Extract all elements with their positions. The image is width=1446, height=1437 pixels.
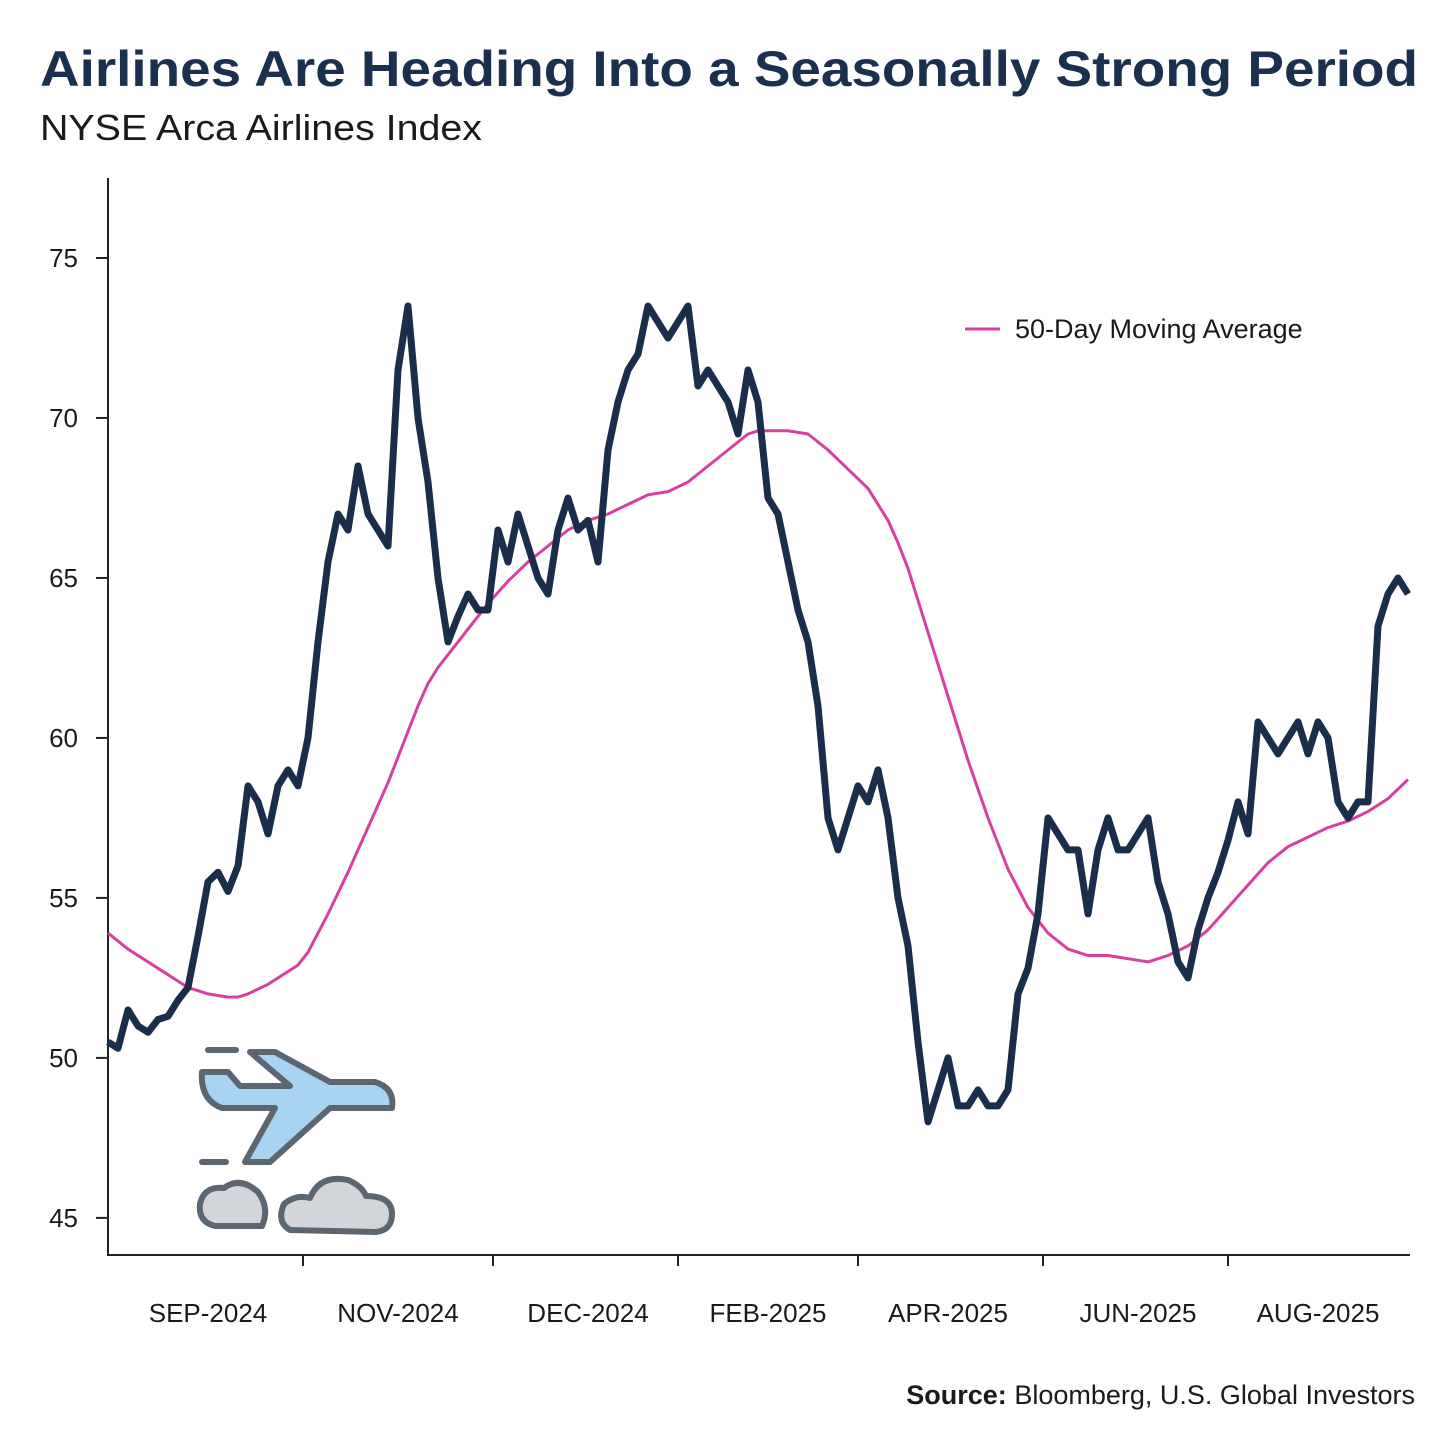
chart-title: Airlines Are Heading Into a Seasonally S…: [40, 41, 1418, 97]
x-tick-label: FEB-2025: [709, 1298, 826, 1328]
y-tick-label: 75: [49, 243, 78, 273]
y-tick-label: 45: [49, 1203, 78, 1233]
source-text: Bloomberg, U.S. Global Investors: [1014, 1380, 1415, 1410]
source-label: Source:: [906, 1380, 1007, 1410]
index-line: [106, 302, 1411, 1126]
y-tick-label: 50: [49, 1043, 78, 1073]
x-tick-label: APR-2025: [888, 1298, 1008, 1328]
chart-subtitle: NYSE Arca Airlines Index: [40, 107, 482, 148]
y-tick-label: 60: [49, 723, 78, 753]
source: Source: Bloomberg, U.S. Global Investors: [906, 1380, 1415, 1410]
x-tick-label: JUN-2025: [1079, 1298, 1196, 1328]
legend-label: 50-Day Moving Average: [1015, 314, 1303, 344]
airplane-icon: [196, 1047, 396, 1235]
x-tick-label: AUG-2025: [1257, 1298, 1380, 1328]
y-tick-label: 70: [49, 403, 78, 433]
x-tick-label: DEC-2024: [527, 1298, 648, 1328]
x-tick-label: NOV-2024: [337, 1298, 458, 1328]
x-tick-label: SEP-2024: [149, 1298, 268, 1328]
y-tick-label: 65: [49, 563, 78, 593]
y-tick-label: 55: [49, 883, 78, 913]
